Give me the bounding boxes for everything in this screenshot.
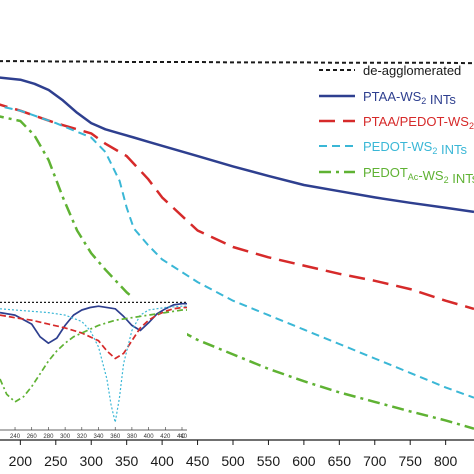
inset-x-tick-label: 380	[127, 434, 138, 440]
inset-x-tick-label: 300	[60, 434, 71, 440]
inset-series-line-ptaa_pedot	[0, 306, 187, 360]
inset-series-line-pedot_ac	[0, 309, 187, 403]
inset-series-line-ptaa	[0, 302, 187, 345]
inset-x-tick-label: 420	[160, 434, 171, 440]
series-line-ptaa_pedot	[0, 103, 474, 311]
legend-label-pedot_ac: PEDOTAc-WS2 INTs	[363, 165, 474, 186]
main-plot-series	[0, 60, 474, 430]
inset-x-tick-label: 340	[94, 434, 105, 440]
x-tick-label: 250	[44, 453, 68, 469]
x-tick-label: 800	[434, 453, 458, 469]
legend-label-deagg: de-agglomerated	[363, 63, 461, 78]
series-line-deagg	[0, 60, 474, 65]
inset-x-tick-label: 260	[27, 434, 38, 440]
inset-series-line-pedot	[0, 305, 187, 423]
x-tick-label: 200	[9, 453, 33, 469]
inset-derivative-plot: 240 260 280 300 320 340 360 380 400 420 440°C	[0, 296, 188, 440]
series-line-ptaa	[0, 76, 474, 214]
x-tick-label: 650	[328, 453, 352, 469]
x-tick-label: 750	[399, 453, 423, 469]
inset-x-unit-label: °C	[178, 434, 185, 440]
inset-x-tick-label: 280	[43, 434, 54, 440]
series-line-pedot	[0, 105, 474, 399]
legend-label-ptaa: PTAA-WS2 INTs	[363, 89, 456, 107]
inset-background	[0, 296, 187, 430]
x-tick-label: 550	[257, 453, 281, 469]
legend-label-pedot: PEDOT-WS2 INTs	[363, 139, 467, 157]
x-tick-label: 450	[186, 453, 210, 469]
x-tick-label: 350	[115, 453, 139, 469]
x-tick-label: 500	[221, 453, 245, 469]
inset-x-tick-label: 360	[110, 434, 121, 440]
x-axis: 200 250 300 350 400 450 500 550 600 650 700 750 800	[0, 439, 474, 469]
inset-x-tick-label: 240	[10, 434, 21, 440]
inset-x-tick-label: 440	[177, 434, 188, 440]
x-tick-label: 300	[80, 453, 104, 469]
inset-x-tick-label: 400	[144, 434, 155, 440]
x-tick-label: 600	[292, 453, 316, 469]
x-tick-label: 700	[363, 453, 387, 469]
inset-x-tick-label: 320	[77, 434, 88, 440]
x-tick-label: 400	[150, 453, 174, 469]
